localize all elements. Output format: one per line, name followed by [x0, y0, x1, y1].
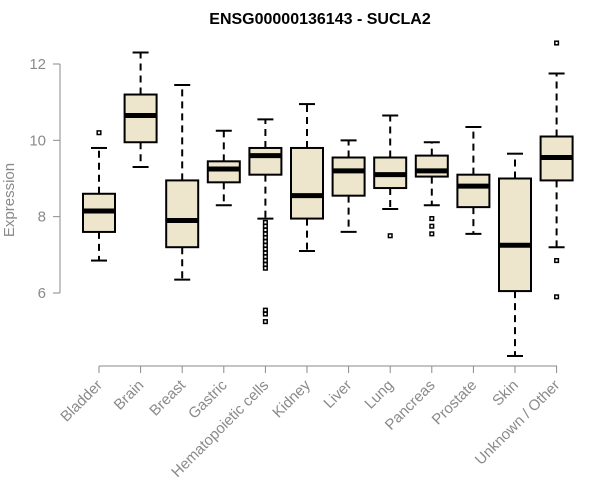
iqr-box — [123, 93, 158, 144]
y-axis-ticks: 6 8 10 12 — [29, 56, 60, 302]
outlier-point — [262, 250, 268, 256]
outlier-point — [554, 258, 560, 264]
iqr-box — [248, 146, 283, 176]
box-series — [82, 40, 574, 357]
x-tick-label: Lung — [361, 377, 397, 413]
x-tick-label: Skin — [489, 377, 522, 410]
box-group — [539, 40, 574, 300]
box-group — [206, 129, 241, 207]
outlier-point — [429, 231, 435, 237]
outlier-point — [96, 130, 102, 136]
iqr-box — [414, 154, 449, 178]
outlier-point — [262, 219, 268, 225]
box-group — [414, 141, 449, 237]
iqr-box — [498, 177, 532, 293]
iqr-box — [331, 156, 366, 197]
outlier-point — [262, 319, 268, 325]
iqr-box — [290, 146, 324, 220]
outlier-point — [262, 254, 268, 260]
y-tick-label: 6 — [38, 285, 46, 302]
outlier-point — [262, 223, 268, 229]
box-group — [82, 130, 116, 262]
iqr-box — [456, 173, 491, 209]
outlier-point — [429, 216, 435, 222]
outlier-point — [429, 223, 435, 229]
outlier-point — [262, 265, 268, 271]
outlier-point — [262, 311, 268, 317]
iqr-box — [206, 160, 241, 184]
outlier-point — [387, 233, 393, 239]
box-group — [165, 83, 200, 281]
y-tick-label: 12 — [29, 56, 46, 73]
outlier-point — [262, 238, 268, 245]
outlier-point — [262, 235, 268, 241]
y-tick-label: 8 — [38, 209, 46, 226]
outlier-point — [262, 307, 268, 313]
box-group — [373, 114, 408, 239]
outlier-point — [262, 246, 268, 252]
x-tick-label: Kidney — [269, 376, 314, 421]
x-tick-label: Breast — [146, 376, 189, 419]
box-group — [456, 125, 491, 235]
outlier-point — [262, 242, 268, 248]
box-group — [290, 103, 324, 253]
y-axis-label: Expression — [1, 163, 18, 237]
y-tick-label: 10 — [29, 132, 46, 149]
x-tick-label: Brain — [111, 377, 148, 414]
x-tick-label: Bladder — [57, 377, 106, 426]
x-tick-label: Liver — [320, 377, 355, 412]
outlier-point — [262, 227, 268, 233]
outlier-point — [262, 258, 268, 264]
iqr-box — [165, 179, 200, 249]
box-group — [123, 51, 158, 169]
outlier-point — [262, 231, 268, 237]
outlier-point — [554, 40, 560, 46]
box-group — [498, 152, 532, 357]
outlier-point — [554, 294, 560, 300]
box-group — [331, 139, 366, 233]
box-group — [248, 118, 283, 325]
chart-title: ENSG00000136143 - SUCLA2 — [209, 11, 431, 28]
outlier-point — [262, 261, 268, 267]
x-tick-label: Prostate — [429, 377, 481, 429]
